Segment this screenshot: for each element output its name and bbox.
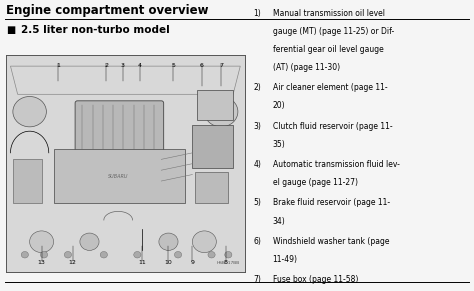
Bar [13,159,42,203]
Text: 7): 7) [254,275,262,284]
Text: SUBARU: SUBARU [108,174,128,179]
Circle shape [134,251,141,258]
FancyBboxPatch shape [75,101,164,153]
Text: 4): 4) [254,160,262,169]
Text: 5): 5) [254,198,262,207]
Text: ferential gear oil level gauge: ferential gear oil level gauge [273,45,383,54]
Text: 8: 8 [224,260,228,265]
Text: 1): 1) [254,9,261,18]
Text: ■: ■ [6,25,15,35]
Text: 11-49): 11-49) [273,255,298,264]
Text: 2.5 liter non-turbo model: 2.5 liter non-turbo model [21,25,170,35]
Text: Clutch fluid reservoir (page 11-: Clutch fluid reservoir (page 11- [273,122,392,131]
Text: el gauge (page 11-27): el gauge (page 11-27) [273,178,357,187]
Text: 10: 10 [164,260,173,265]
Text: 20): 20) [273,101,285,110]
Text: 6: 6 [200,63,204,68]
Text: HSB017BB: HSB017BB [217,261,240,265]
Circle shape [159,233,178,250]
Circle shape [100,251,108,258]
Text: gauge (MT) (page 11-25) or Dif-: gauge (MT) (page 11-25) or Dif- [273,27,394,36]
Circle shape [13,97,46,127]
Text: 7: 7 [219,63,223,68]
Bar [195,172,228,203]
Text: 35): 35) [273,140,285,149]
Text: Fuse box (page 11-58): Fuse box (page 11-58) [273,275,358,284]
Text: 3): 3) [254,122,262,131]
Circle shape [80,233,99,250]
Text: 9: 9 [191,260,194,265]
Text: 5: 5 [171,63,175,68]
Text: Engine compartment overview: Engine compartment overview [6,4,208,17]
Text: Automatic transmission fluid lev-: Automatic transmission fluid lev- [273,160,400,169]
Text: Windshield washer tank (page: Windshield washer tank (page [273,237,389,246]
Circle shape [204,97,238,127]
Text: 13: 13 [37,260,46,265]
Bar [192,125,233,168]
Text: 12: 12 [69,260,77,265]
Circle shape [21,251,28,258]
Text: 2: 2 [104,63,108,68]
Bar [54,148,185,203]
Circle shape [29,231,54,253]
Text: Manual transmission oil level: Manual transmission oil level [273,9,384,18]
Circle shape [64,251,72,258]
Circle shape [40,251,47,258]
Text: 11: 11 [138,260,146,265]
Bar [197,90,233,120]
Text: 6): 6) [254,237,262,246]
Circle shape [192,231,216,253]
Text: 34): 34) [273,217,285,226]
Text: Brake fluid reservoir (page 11-: Brake fluid reservoir (page 11- [273,198,390,207]
Text: 3: 3 [121,63,125,68]
Text: 1: 1 [56,63,60,68]
Text: Air cleaner element (page 11-: Air cleaner element (page 11- [273,83,387,92]
Text: (AT) (page 11-30): (AT) (page 11-30) [273,63,340,72]
Circle shape [225,251,232,258]
Circle shape [174,251,182,258]
Circle shape [208,251,215,258]
Text: 4: 4 [138,63,142,68]
Text: 2): 2) [254,83,261,92]
